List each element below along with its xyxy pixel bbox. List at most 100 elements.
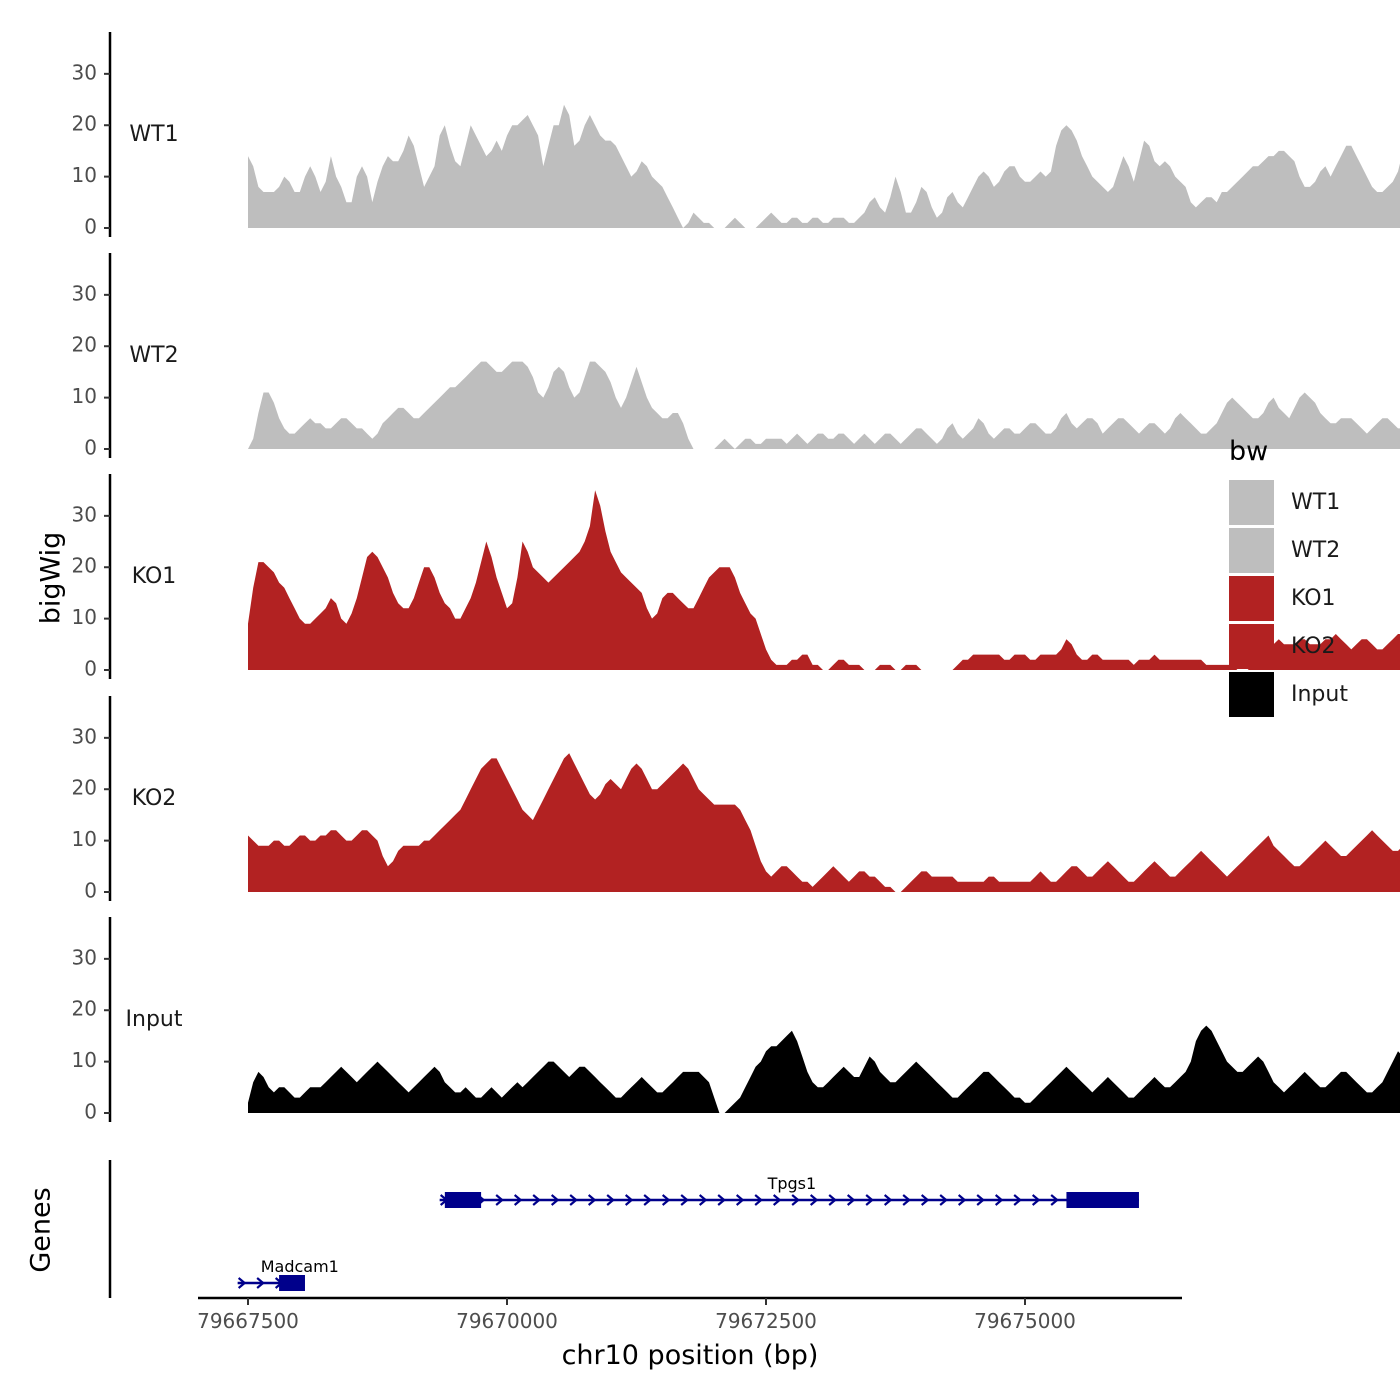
y-tick-label: 0: [84, 215, 97, 239]
x-tick-label: 79675000: [974, 1309, 1076, 1333]
strand-chevron: [828, 1194, 837, 1206]
genes-panel: Tpgs1 Madcam1: [108, 1160, 1139, 1298]
legend-entry-wt1: WT1: [1229, 480, 1340, 525]
legend-entry-ko1: KO1: [1229, 576, 1336, 621]
gene-exon: [1066, 1192, 1139, 1208]
y-tick-label: 30: [72, 724, 97, 748]
track-ko1: 0 10 20 30 KO1: [72, 474, 1400, 681]
strand-chevron: [698, 1194, 708, 1206]
y-tick-label: 0: [84, 1100, 97, 1124]
strand-chevron: [846, 1194, 856, 1206]
y-tick-label: 20: [72, 997, 97, 1021]
track-label: KO1: [132, 564, 177, 589]
legend-entry-wt2: WT2: [1229, 528, 1340, 573]
y-tick-label: 20: [72, 554, 97, 578]
legend-label: WT2: [1291, 538, 1340, 563]
legend-label: Input: [1291, 682, 1348, 707]
strand-chevron: [865, 1194, 874, 1206]
y-tick-label: 10: [72, 605, 97, 629]
gene-exon: [444, 1192, 482, 1208]
legend-swatch: [1229, 480, 1274, 525]
strand-chevron: [624, 1194, 634, 1206]
y-axis-title-bigwig: bigWig: [36, 532, 67, 625]
y-tick-label: 30: [72, 502, 97, 526]
strand-chevron: [550, 1194, 560, 1206]
x-tick-label: 79672500: [715, 1309, 817, 1333]
strand-chevron: [717, 1194, 726, 1206]
track-wt1: 0 10 20 30 WT1: [72, 32, 1400, 239]
strand-chevron: [735, 1194, 745, 1206]
coverage-area-wt2: [248, 361, 1400, 449]
strand-chevron: [976, 1194, 985, 1206]
coverage-area-wt1: [248, 104, 1400, 228]
y-tick-label: 20: [72, 112, 97, 136]
legend-title: bw: [1229, 436, 1268, 467]
strand-chevron: [237, 1277, 247, 1289]
legend: bw WT1 WT2 KO1 KO2 Input: [1229, 436, 1348, 717]
y-tick-label: 30: [72, 281, 97, 305]
strand-chevron: [532, 1194, 541, 1206]
y-tick-label: 10: [72, 384, 97, 408]
strand-chevron: [1050, 1194, 1059, 1206]
legend-entry-ko2: KO2: [1229, 624, 1336, 669]
strand-chevron: [569, 1194, 578, 1206]
strand-chevron: [994, 1194, 1004, 1206]
coverage-area-input: [248, 1025, 1400, 1113]
gene-label: Tpgs1: [767, 1174, 817, 1193]
track-label: KO2: [132, 786, 177, 811]
strand-chevron: [643, 1194, 652, 1206]
coverage-area-ko1: [248, 490, 1400, 670]
legend-swatch: [1229, 576, 1274, 621]
track-ko2: 0 10 20 30 KO2: [72, 696, 1400, 903]
x-axis: 79667500 79670000 79672500 79675000: [197, 1296, 1182, 1333]
track-input: 0 10 20 30 Input: [72, 917, 1400, 1124]
strand-chevron: [883, 1194, 893, 1206]
strand-chevron: [939, 1194, 948, 1206]
y-tick-label: 10: [72, 827, 97, 851]
x-axis-title: chr10 position (bp): [562, 1340, 819, 1371]
y-axis-title-genes: Genes: [26, 1187, 57, 1272]
gene-exon: [279, 1275, 305, 1291]
strand-chevron: [772, 1194, 782, 1206]
y-tick-label: 30: [72, 60, 97, 84]
strand-chevron: [680, 1194, 689, 1206]
y-tick-label: 0: [84, 436, 97, 460]
legend-label: KO1: [1291, 586, 1336, 611]
gene-label: Madcam1: [261, 1257, 339, 1276]
strand-chevron: [957, 1194, 967, 1206]
strand-chevron: [661, 1194, 671, 1206]
y-tick-label: 0: [84, 657, 97, 681]
strand-chevron: [902, 1194, 911, 1206]
track-label: WT1: [129, 122, 178, 147]
legend-label: WT1: [1291, 490, 1340, 515]
strand-chevron: [1031, 1194, 1041, 1206]
strand-chevron: [791, 1194, 800, 1206]
x-tick-label: 79670000: [456, 1309, 558, 1333]
y-tick-label: 30: [72, 945, 97, 969]
strand-chevron: [495, 1194, 504, 1206]
strand-chevron: [809, 1194, 819, 1206]
strand-chevron: [606, 1194, 615, 1206]
track-label: Input: [126, 1007, 183, 1032]
coverage-area-ko2: [248, 753, 1400, 892]
legend-swatch: [1229, 624, 1274, 669]
coverage-tracks: 0 10 20 30 WT1 0 10 20 30 WT2 0 10 20 30 KO1 0 10 20 30 KO2…: [72, 32, 1400, 1124]
strand-chevron: [587, 1194, 597, 1206]
y-tick-label: 10: [72, 163, 97, 187]
track-wt2: 0 10 20 30 WT2: [72, 253, 1400, 460]
gene-madcam1: Madcam1: [237, 1257, 339, 1291]
strand-chevron: [1013, 1194, 1022, 1206]
track-label: WT2: [129, 343, 178, 368]
legend-swatch: [1229, 528, 1274, 573]
x-tick-label: 79667500: [197, 1309, 299, 1333]
y-tick-label: 0: [84, 879, 97, 903]
legend-swatch: [1229, 672, 1274, 717]
strand-chevron: [256, 1277, 265, 1289]
gene-tpgs1: Tpgs1: [439, 1174, 1139, 1208]
y-tick-label: 20: [72, 333, 97, 357]
legend-entry-input: Input: [1229, 672, 1348, 717]
y-tick-label: 10: [72, 1048, 97, 1072]
strand-chevron: [513, 1194, 523, 1206]
strand-chevron: [920, 1194, 930, 1206]
